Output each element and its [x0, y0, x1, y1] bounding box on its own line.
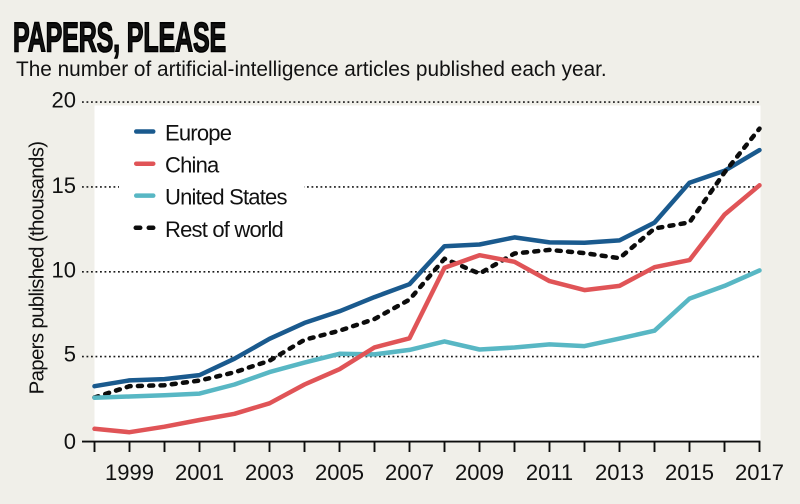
- svg-text:2003: 2003: [245, 460, 294, 485]
- svg-text:2007: 2007: [385, 460, 434, 485]
- svg-text:The number of artificial-intel: The number of artificial-intelligence ar…: [16, 58, 607, 81]
- svg-text:5: 5: [64, 341, 76, 366]
- svg-text:10: 10: [52, 257, 76, 282]
- svg-text:2005: 2005: [315, 460, 364, 485]
- svg-text:2017: 2017: [735, 460, 784, 485]
- svg-text:PAPERS, PLEASE: PAPERS, PLEASE: [13, 15, 226, 61]
- svg-text:20: 20: [52, 88, 76, 113]
- svg-text:2011: 2011: [526, 460, 573, 485]
- svg-text:15: 15: [52, 173, 76, 198]
- svg-text:United States: United States: [165, 185, 287, 210]
- svg-text:Rest of world: Rest of world: [165, 217, 283, 242]
- svg-text:Papers published (thousands): Papers published (thousands): [26, 142, 49, 395]
- svg-text:0: 0: [64, 429, 76, 454]
- svg-text:2015: 2015: [665, 460, 714, 485]
- svg-text:2013: 2013: [595, 460, 644, 485]
- svg-text:2001: 2001: [175, 460, 224, 485]
- svg-text:China: China: [165, 153, 220, 178]
- svg-text:2009: 2009: [455, 460, 504, 485]
- svg-text:Europe: Europe: [165, 121, 232, 146]
- svg-text:1999: 1999: [105, 460, 154, 485]
